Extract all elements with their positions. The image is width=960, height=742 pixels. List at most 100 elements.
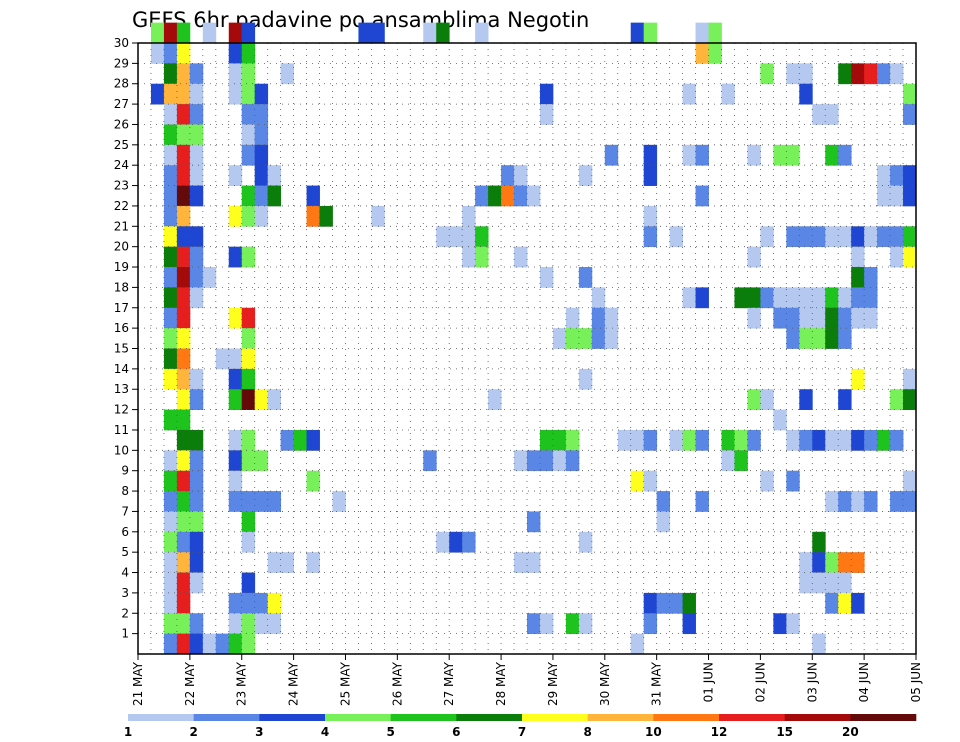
heatmap-cell — [657, 491, 670, 512]
heatmap-cell — [670, 226, 683, 247]
heatmap-cell — [320, 206, 333, 227]
y-tick-label: 24 — [114, 158, 129, 172]
heatmap-cell — [890, 389, 903, 410]
y-tick-label: 3 — [121, 586, 129, 600]
x-tick-label: 05 JUN — [909, 662, 923, 702]
y-tick-label: 13 — [114, 382, 129, 396]
heatmap-cell — [527, 450, 540, 471]
heatmap-cell — [812, 552, 825, 573]
heatmap-cell — [838, 430, 851, 451]
heatmap-cell — [177, 613, 190, 634]
heatmap-cell — [877, 186, 890, 207]
heatmap-cell — [177, 471, 190, 492]
heatmap-cell — [255, 206, 268, 227]
heatmap-cell — [734, 287, 747, 308]
heatmap-cell — [644, 165, 657, 186]
colorbar-label: 20 — [842, 725, 859, 739]
heatmap-cell — [890, 165, 903, 186]
heatmap-cell — [475, 23, 488, 44]
heatmap-cell — [877, 226, 890, 247]
heatmap-cell — [683, 430, 696, 451]
heatmap-cell — [242, 124, 255, 145]
heatmap-cell — [307, 430, 320, 451]
heatmap-cell — [255, 593, 268, 614]
colorbar-segment — [653, 714, 719, 721]
heatmap-cell — [786, 287, 799, 308]
heatmap-cell — [255, 491, 268, 512]
heatmap-cell — [825, 593, 838, 614]
heatmap-cell — [164, 450, 177, 471]
heatmap-cell — [799, 328, 812, 349]
heatmap-cell — [164, 104, 177, 125]
heatmap-cell — [799, 552, 812, 573]
heatmap-cell — [890, 430, 903, 451]
heatmap-cell — [747, 247, 760, 268]
heatmap-cell — [812, 328, 825, 349]
heatmap-cell — [514, 165, 527, 186]
heatmap-cell — [164, 593, 177, 614]
heatmap-cell — [229, 491, 242, 512]
x-tick-label: 21 MAY — [131, 661, 145, 706]
heatmap-cell — [786, 328, 799, 349]
y-tick-label: 4 — [121, 566, 129, 580]
heatmap-cell — [851, 552, 864, 573]
heatmap-cell — [242, 247, 255, 268]
heatmap-cell — [229, 165, 242, 186]
heatmap-cell — [190, 471, 203, 492]
heatmap-cell — [255, 186, 268, 207]
heatmap-cell — [177, 287, 190, 308]
heatmap-cell — [164, 532, 177, 553]
heatmap-cell — [696, 287, 709, 308]
heatmap-cell — [190, 226, 203, 247]
heatmap-cell — [151, 43, 164, 64]
heatmap-cell — [540, 84, 553, 105]
colorbar-segment — [194, 714, 260, 721]
heatmap-cell — [864, 267, 877, 288]
heatmap-cell — [540, 613, 553, 634]
heatmap-cell — [151, 23, 164, 44]
heatmap-cell — [229, 349, 242, 370]
heatmap-cell — [164, 165, 177, 186]
x-tick-label: 29 MAY — [546, 661, 560, 706]
heatmap-cell — [838, 328, 851, 349]
heatmap-cell — [540, 430, 553, 451]
heatmap-cell — [851, 226, 864, 247]
heatmap-cell — [229, 63, 242, 84]
heatmap-cell — [177, 511, 190, 532]
y-tick-label: 11 — [114, 423, 129, 437]
heatmap-cell — [734, 450, 747, 471]
heatmap-cell — [734, 430, 747, 451]
heatmap-cell — [268, 552, 281, 573]
heatmap-cell — [190, 532, 203, 553]
heatmap-cell — [242, 634, 255, 655]
heatmap-cell — [190, 491, 203, 512]
y-tick-label: 1 — [121, 627, 129, 641]
heatmap-cell — [851, 287, 864, 308]
heatmap-cell — [164, 552, 177, 573]
heatmap-cell — [903, 247, 916, 268]
heatmap-cell — [825, 491, 838, 512]
heatmap-cell — [566, 430, 579, 451]
heatmap-cell — [255, 389, 268, 410]
heatmap-cell — [657, 593, 670, 614]
colorbar-label: 6 — [452, 725, 460, 739]
heatmap-cell — [190, 165, 203, 186]
colorbar-label: 4 — [321, 725, 329, 739]
heatmap-cell — [177, 349, 190, 370]
heatmap-cell — [164, 145, 177, 166]
heatmap-cell — [773, 613, 786, 634]
heatmap-cell — [877, 165, 890, 186]
heatmap-cell — [799, 308, 812, 329]
heatmap-cell — [514, 186, 527, 207]
heatmap-cell — [592, 328, 605, 349]
heatmap-cell — [242, 63, 255, 84]
heatmap-cell — [696, 186, 709, 207]
heatmap-cell — [825, 287, 838, 308]
heatmap-cell — [229, 471, 242, 492]
heatmap-cell — [799, 226, 812, 247]
heatmap-cell — [164, 267, 177, 288]
x-axis: 21 MAY 22 MAY 23 MAY 24 MAY 25 MAY 26 MAY 27 M… — [131, 654, 923, 706]
heatmap-cell — [177, 186, 190, 207]
heatmap-cell — [514, 247, 527, 268]
heatmap-cell — [786, 63, 799, 84]
